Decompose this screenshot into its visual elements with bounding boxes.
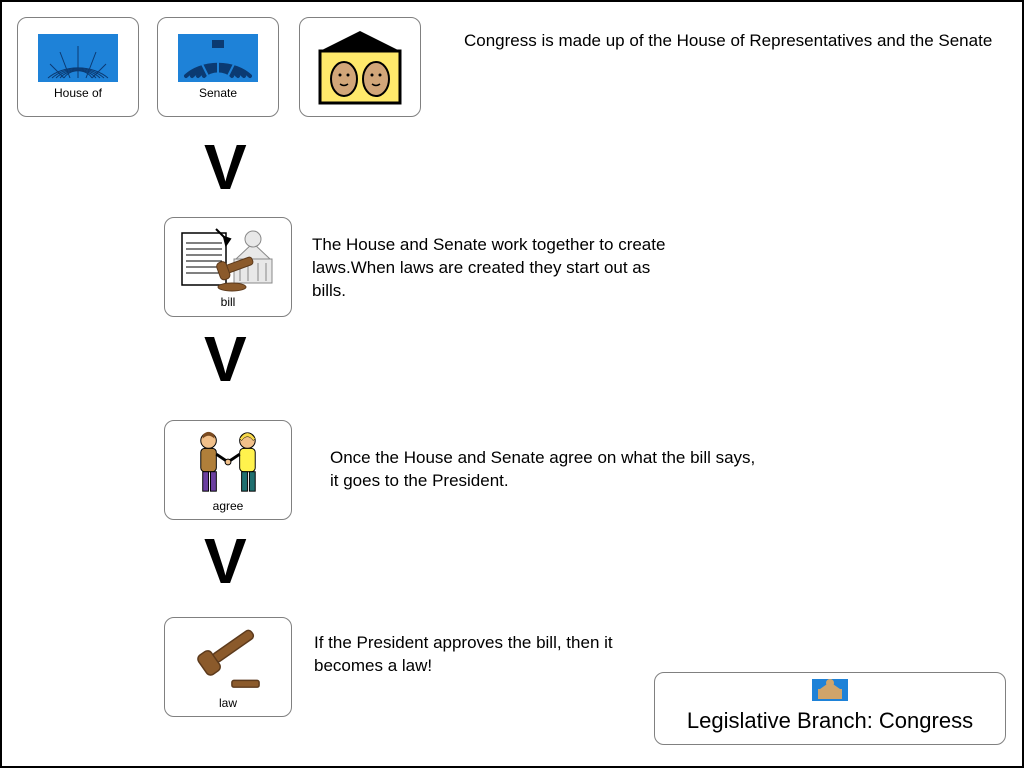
- agree-icon: [176, 427, 280, 497]
- flow-arrow-2: V: [204, 322, 247, 396]
- senate-chamber-icon: [178, 34, 258, 82]
- title-label: Legislative Branch: Congress: [687, 708, 973, 734]
- card-label: House of: [54, 86, 102, 100]
- desc-law: If the President approves the bill, then…: [314, 632, 634, 678]
- bill-icon: [176, 225, 280, 293]
- card-agree: agree: [164, 420, 292, 520]
- law-icon: [176, 624, 280, 694]
- flow-arrow-3: V: [204, 524, 247, 598]
- card-label: law: [219, 696, 237, 710]
- flow-arrow-1: V: [204, 130, 247, 204]
- desc-congress: Congress is made up of the House of Repr…: [464, 30, 994, 53]
- desc-agree: Once the House and Senate agree on what …: [330, 447, 760, 493]
- congress-building-icon: [312, 27, 408, 107]
- card-label: bill: [221, 295, 236, 309]
- card-congress: [299, 17, 421, 117]
- card-label: Senate: [199, 86, 237, 100]
- card-law: law: [164, 617, 292, 717]
- card-house-of: House of: [17, 17, 139, 117]
- house-chamber-icon: [38, 34, 118, 82]
- title-legislative-branch: Legislative Branch: Congress: [654, 672, 1006, 745]
- card-senate: Senate: [157, 17, 279, 117]
- card-label: agree: [213, 499, 244, 513]
- capitol-icon: [812, 679, 848, 706]
- desc-bill: The House and Senate work together to cr…: [312, 234, 672, 303]
- card-bill: bill: [164, 217, 292, 317]
